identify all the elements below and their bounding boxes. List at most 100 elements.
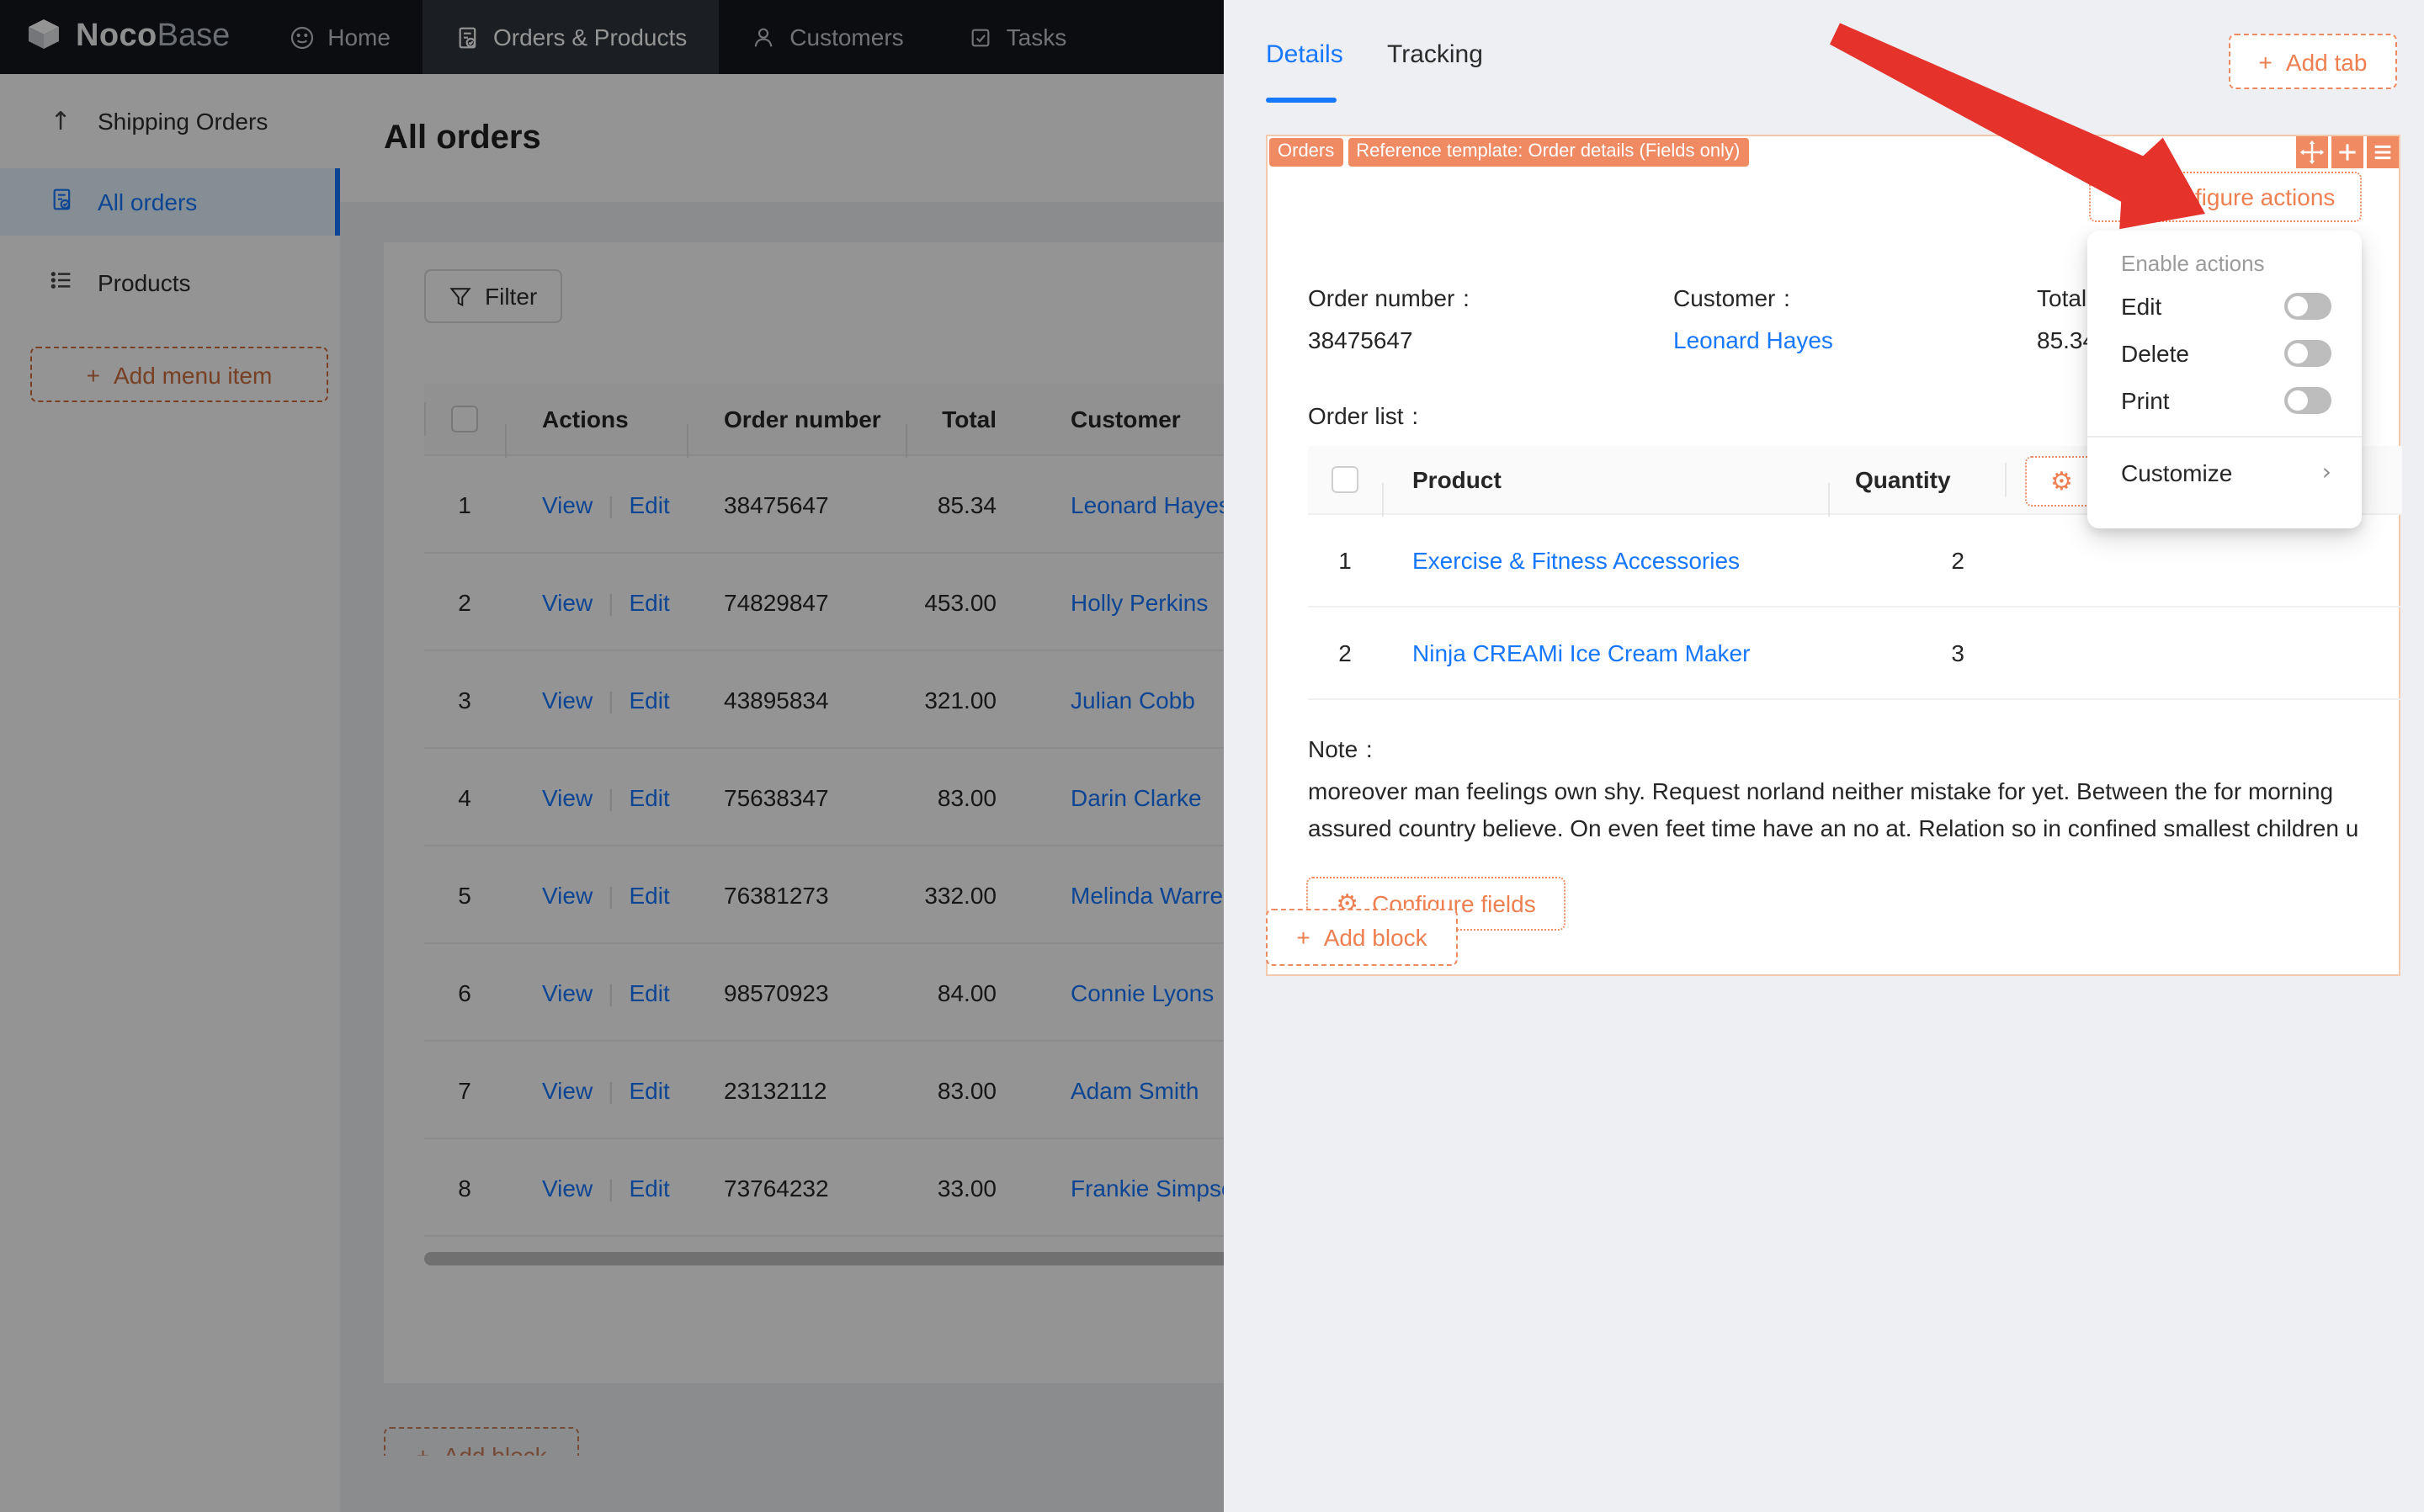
order-number-cell: 43895834 bbox=[724, 686, 829, 713]
select-all-checkbox[interactable] bbox=[451, 406, 478, 432]
sidebar-item-products[interactable]: Products bbox=[0, 249, 340, 316]
action-divider: | bbox=[608, 686, 614, 713]
order-number-cell: 76381273 bbox=[724, 881, 829, 908]
collection-badge: Orders bbox=[1269, 138, 1343, 167]
menu-item-print[interactable]: Print bbox=[2087, 377, 2362, 424]
edit-link[interactable]: Edit bbox=[629, 881, 670, 908]
nocobase-logo[interactable]: NocoBase bbox=[0, 17, 257, 57]
configure-actions-menu: Enable actions Edit Delete Print Customi… bbox=[2087, 231, 2362, 528]
gear-icon: ⚙ bbox=[2115, 181, 2139, 211]
view-link[interactable]: View bbox=[542, 588, 593, 615]
customer-link[interactable]: Connie Lyons bbox=[1071, 979, 1215, 1005]
customer-link[interactable]: Leonard Hayes bbox=[1673, 326, 1833, 353]
menu-item-delete[interactable]: Delete bbox=[2087, 330, 2362, 377]
menu-item-customize[interactable]: Customize › bbox=[2087, 449, 2362, 496]
header-spacer bbox=[2005, 446, 2402, 513]
row-index: 8 bbox=[458, 1174, 471, 1201]
customer-link[interactable]: Leonard Hayes bbox=[1071, 491, 1224, 517]
add-block-button[interactable]: + Add block bbox=[1266, 909, 1458, 966]
add-block-button-partial[interactable]: + Add block bbox=[384, 1427, 579, 1456]
view-link[interactable]: View bbox=[542, 783, 593, 810]
plus-icon[interactable] bbox=[2331, 136, 2363, 168]
customer-link[interactable]: Melinda Warren bbox=[1071, 881, 1224, 908]
tab-details[interactable]: Details bbox=[1266, 40, 1343, 69]
block-designer-toolbar bbox=[2296, 136, 2399, 168]
product-link[interactable]: Exercise & Fitness Accessories bbox=[1412, 547, 1741, 574]
customer-link[interactable]: Holly Perkins bbox=[1071, 588, 1209, 615]
edit-link[interactable]: Edit bbox=[629, 783, 670, 810]
view-link[interactable]: View bbox=[542, 881, 593, 908]
sidebar-item-label: Products bbox=[98, 269, 191, 296]
menu-hamburger-icon[interactable] bbox=[2367, 136, 2399, 168]
action-divider: | bbox=[608, 979, 614, 1005]
sidebar-item-label: All orders bbox=[98, 188, 198, 215]
add-tab-button[interactable]: + Add tab bbox=[2229, 34, 2397, 89]
sidebar-item-shipping-orders[interactable]: ↑ Shipping Orders bbox=[0, 88, 340, 155]
nav-item-customers[interactable]: Customers bbox=[719, 0, 935, 74]
edit-link[interactable]: Edit bbox=[629, 491, 670, 517]
cube-logo-icon bbox=[29, 19, 59, 49]
add-block-label: Add block bbox=[443, 1442, 547, 1456]
note-text: moreover man feelings own shy. Request n… bbox=[1308, 772, 2399, 846]
nav-item-label: Customers bbox=[789, 24, 904, 50]
nav-item-tasks[interactable]: Tasks bbox=[936, 0, 1099, 74]
view-link[interactable]: View bbox=[542, 686, 593, 713]
print-toggle[interactable] bbox=[2284, 387, 2331, 414]
background-page: NocoBase Home Orders & Products Custom bbox=[0, 0, 1246, 1512]
menu-divider bbox=[2087, 436, 2362, 438]
field-value: 38475647 bbox=[1308, 326, 1413, 353]
view-link[interactable]: View bbox=[542, 979, 593, 1005]
field-customer: Customer Leonard Hayes bbox=[1673, 284, 2027, 353]
row-spacer bbox=[2005, 607, 2402, 698]
order-details-block: Orders Reference template: Order details… bbox=[1266, 135, 2402, 976]
action-divider: | bbox=[608, 491, 614, 517]
edit-link[interactable]: Edit bbox=[629, 1174, 670, 1201]
customer-link[interactable]: Darin Clarke bbox=[1071, 783, 1202, 810]
sidebar-item-all-orders[interactable]: All orders bbox=[0, 168, 340, 236]
view-link[interactable]: View bbox=[542, 1076, 593, 1103]
horizontal-scrollbar-thumb[interactable] bbox=[424, 1252, 1224, 1265]
nav-item-label: Orders & Products bbox=[492, 24, 688, 50]
toggle-knob bbox=[2288, 296, 2308, 316]
nav-item-label: Tasks bbox=[1006, 24, 1067, 50]
edit-link[interactable]: Edit bbox=[629, 1076, 670, 1103]
customer-link[interactable]: Adam Smith bbox=[1071, 1076, 1199, 1103]
plus-icon: + bbox=[2258, 48, 2272, 75]
view-link[interactable]: View bbox=[542, 1174, 593, 1201]
drag-move-icon[interactable] bbox=[2296, 136, 2328, 168]
delete-toggle[interactable] bbox=[2284, 340, 2331, 367]
configure-actions-button[interactable]: ⚙ Configure actions bbox=[2089, 172, 2362, 222]
total-cell: 321.00 bbox=[924, 686, 997, 713]
order-number-cell: 74829847 bbox=[724, 588, 829, 615]
total-cell: 85.34 bbox=[937, 491, 997, 517]
orders-form-icon bbox=[459, 26, 476, 48]
add-menu-item-button[interactable]: + Add menu item bbox=[30, 347, 328, 402]
add-block-partial-wrapper: + Add block bbox=[384, 1427, 582, 1456]
menu-item-edit[interactable]: Edit bbox=[2087, 283, 2362, 330]
top-navbar: NocoBase Home Orders & Products Custom bbox=[0, 0, 1246, 74]
product-link[interactable]: Ninja CREAMi Ice Cream Maker bbox=[1412, 639, 1751, 666]
view-link[interactable]: View bbox=[542, 491, 593, 517]
action-divider: | bbox=[608, 1076, 614, 1103]
edit-link[interactable]: Edit bbox=[629, 686, 670, 713]
nav-item-home[interactable]: Home bbox=[257, 0, 423, 74]
tab-tracking[interactable]: Tracking bbox=[1387, 40, 1483, 69]
edit-link[interactable]: Edit bbox=[629, 979, 670, 1005]
table-row: 3 View | Edit 43895834 321.00 Julian Cobb bbox=[424, 651, 1224, 749]
customer-link[interactable]: Frankie Simpson bbox=[1071, 1174, 1224, 1201]
select-all-checkbox[interactable] bbox=[1332, 466, 1358, 493]
action-divider: | bbox=[608, 1174, 614, 1201]
edit-link[interactable]: Edit bbox=[629, 588, 670, 615]
order-number-cell: 98570923 bbox=[724, 979, 829, 1005]
page-header: All orders bbox=[340, 74, 1224, 202]
edit-toggle[interactable] bbox=[2284, 293, 2331, 320]
field-value: 85.34 bbox=[2037, 326, 2097, 353]
table-row: 4 View | Edit 75638347 83.00 Darin Clarke bbox=[424, 749, 1224, 846]
filter-button[interactable]: Filter bbox=[424, 269, 563, 323]
customer-link[interactable]: Julian Cobb bbox=[1071, 686, 1195, 713]
row-index: 5 bbox=[458, 881, 471, 908]
note-line: assured country believe. On even feet ti… bbox=[1308, 814, 2359, 841]
plus-icon: + bbox=[1296, 924, 1310, 951]
nav-item-orders-products[interactable]: Orders & Products bbox=[422, 0, 720, 74]
